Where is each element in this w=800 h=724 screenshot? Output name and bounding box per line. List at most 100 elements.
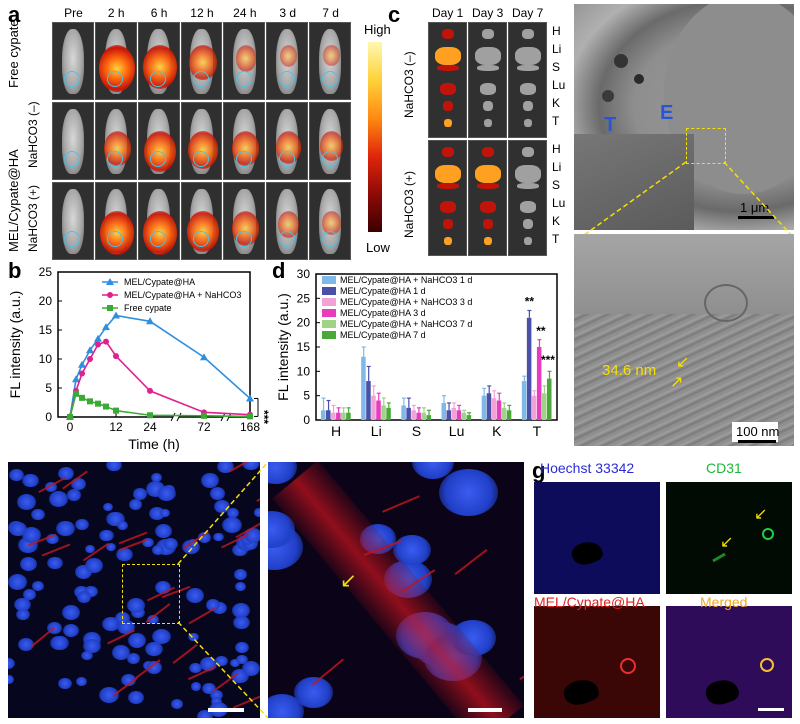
imaging-cell xyxy=(309,102,351,180)
data-point xyxy=(95,341,101,348)
panel-a-imaging-grid: Pre 2 h 6 h 12 h 24 h 3 d 7 d xyxy=(52,6,352,261)
data-point xyxy=(247,413,253,420)
panel-c-organ-imaging: Day 1 Day 3 Day 7 H H Li Li S S Lu Lu K K T T NaHCO3 (–… xyxy=(402,6,574,258)
legend-marker xyxy=(107,292,113,298)
bar xyxy=(411,410,416,420)
tumor-marker xyxy=(107,151,124,167)
organ-label: Lu xyxy=(552,78,566,92)
arrow-icon-cd31-1: ↙ xyxy=(754,506,768,523)
imaging-cell xyxy=(52,102,94,180)
organ-label: T xyxy=(552,114,560,128)
x-axis-label: Time (h) xyxy=(128,436,180,452)
organ-cell xyxy=(468,140,507,256)
y-tick-label: 30 xyxy=(297,267,311,281)
imaging-cell xyxy=(309,182,351,260)
arrow-icon-cd31-2: ↙ xyxy=(720,534,734,551)
imaging-cell xyxy=(137,102,180,180)
x-tick-label: K xyxy=(492,423,502,439)
data-point xyxy=(73,390,79,397)
y-axis-label: FL intensity (a.u.) xyxy=(7,291,23,399)
x-tick-label: Li xyxy=(371,423,382,439)
organ-label: K xyxy=(552,96,561,110)
data-point xyxy=(246,394,254,402)
bar xyxy=(421,412,426,420)
legend-label: MEL/Cypate@HA 7 d xyxy=(340,330,426,340)
bar xyxy=(341,412,346,420)
scale-bar-f xyxy=(208,708,244,712)
bar xyxy=(456,410,462,420)
tumor-marker xyxy=(235,151,252,167)
organ-label: H xyxy=(552,24,561,38)
legend-swatch xyxy=(322,298,336,306)
legend-swatch xyxy=(322,287,336,295)
x-tick-label: 12 xyxy=(109,420,123,434)
bar xyxy=(486,393,492,420)
y-tick-label: 0 xyxy=(303,413,310,427)
tumor-marker xyxy=(150,231,167,247)
c-row-label-minus: NaHCO3 (–) xyxy=(402,51,416,118)
y-tick-label: 0 xyxy=(45,410,52,424)
y-tick-label: 20 xyxy=(297,316,311,330)
axis-break xyxy=(170,412,176,422)
organ-cell xyxy=(508,22,547,138)
day-label: Day 7 xyxy=(512,6,544,20)
y-tick-label: 25 xyxy=(297,291,311,305)
organ-label: Li xyxy=(552,160,562,174)
x-tick-label: Lu xyxy=(449,423,465,439)
time-label: 3 d xyxy=(279,6,297,20)
data-point xyxy=(87,356,93,362)
tem-overview-image: T E 1 μm xyxy=(574,4,794,230)
scale-bar-bottom xyxy=(738,440,776,443)
bar xyxy=(491,398,497,420)
group-label-mel-cypate-ha: MEL/Cypate@HA xyxy=(6,149,21,252)
time-label: 24 h xyxy=(233,6,257,20)
axis-break xyxy=(176,412,182,422)
y-tick-label: 10 xyxy=(39,352,53,366)
label-T: T xyxy=(604,114,617,136)
tumor-marker xyxy=(192,151,209,167)
legend-label: MEL/Cypate@HA + NaHCO3 3 d xyxy=(340,297,472,307)
confocal-overview-image xyxy=(8,462,260,718)
measure-label: 34.6 nm xyxy=(602,362,657,379)
bar xyxy=(506,410,512,420)
time-label: 7 d xyxy=(322,6,339,20)
data-point xyxy=(67,414,73,420)
tumor-marker xyxy=(278,71,295,87)
tumor-marker xyxy=(64,71,81,87)
chart-d-organ-distribution: 0 5 10 15 20 25 30 FL intensity (a.u.) H Li S Lu K T M… xyxy=(275,267,558,439)
bar xyxy=(326,410,331,420)
colorbar-high-label: High xyxy=(364,22,391,37)
bar xyxy=(416,412,421,420)
g-cd31-image: ↙ ↙ xyxy=(666,482,792,594)
x-tick-label: T xyxy=(533,423,542,439)
data-point xyxy=(147,387,153,394)
imaging-cell xyxy=(52,22,94,100)
organ-cell xyxy=(428,22,467,138)
bar xyxy=(441,402,447,420)
y-tick-label: 25 xyxy=(39,265,53,279)
bar xyxy=(331,412,336,420)
bar xyxy=(451,407,457,420)
data-point xyxy=(102,323,110,331)
series-line xyxy=(69,340,251,418)
time-label: 2 h xyxy=(107,6,125,20)
bar xyxy=(361,356,366,420)
data-point xyxy=(200,353,208,361)
organ-label: S xyxy=(552,178,561,192)
label-E: E xyxy=(660,102,674,124)
colorbar-low-label: Low xyxy=(366,240,390,255)
significance-label: ** xyxy=(536,324,546,338)
x-tick-label: 72 xyxy=(197,420,211,434)
legend-marker xyxy=(107,305,113,311)
organ-cell xyxy=(508,140,547,256)
row-label-nahco3-plus: NaHCO3 (+) xyxy=(26,184,40,252)
legend-swatch xyxy=(322,309,336,317)
organ-label: S xyxy=(552,60,561,74)
bar xyxy=(446,410,452,420)
tumor-marker xyxy=(321,231,338,247)
data-point xyxy=(112,311,120,319)
confocal-zoom-lines xyxy=(177,462,269,719)
tumor-marker xyxy=(192,71,209,87)
day-label: Day 1 xyxy=(432,6,464,20)
g-mel-label: MEL/Cypate@HA xyxy=(534,594,645,610)
